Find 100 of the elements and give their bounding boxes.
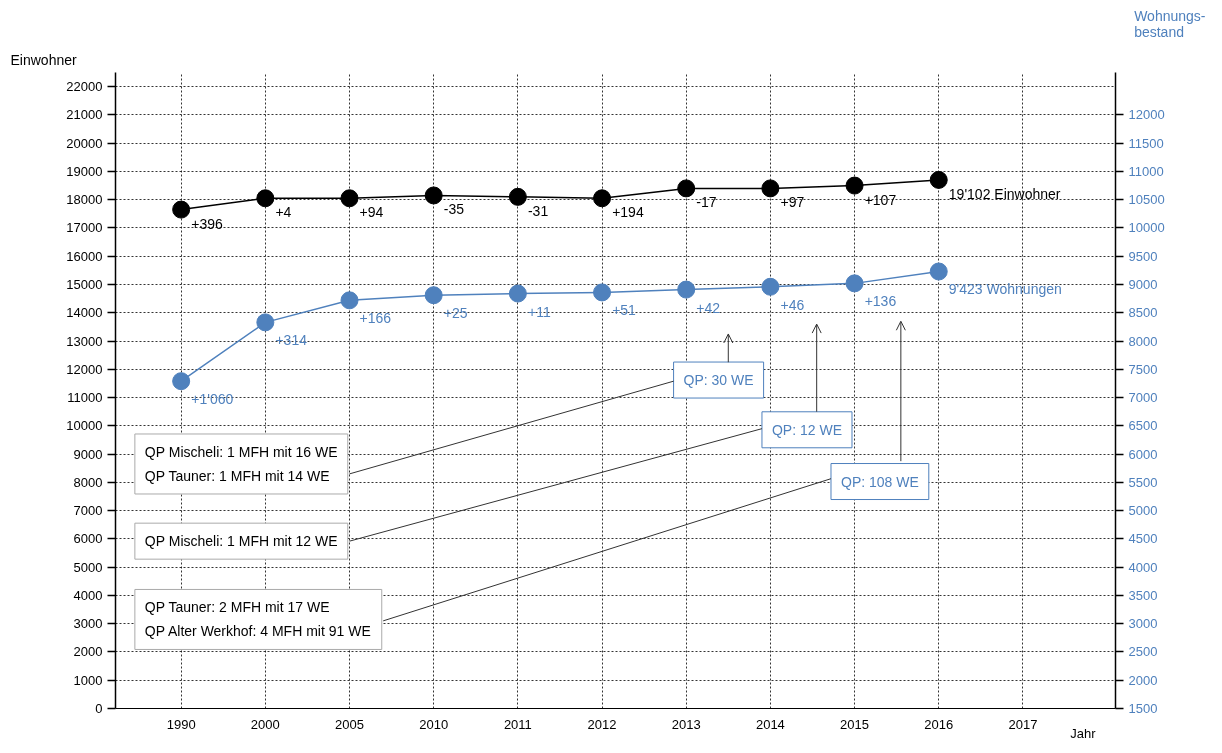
point: [845, 176, 864, 195]
y2-tick-label: 5500: [1128, 474, 1158, 490]
y2-tick-label: 8500: [1128, 305, 1158, 321]
y-tick-label: 6000: [73, 531, 103, 547]
y-tick-label: 0: [95, 701, 103, 716]
y-tick-label: 22000: [66, 79, 103, 95]
y2-tick-label: 11500: [1128, 135, 1164, 151]
y-tick-label: 20000: [66, 135, 103, 151]
y-tick-label: 17000: [66, 220, 103, 236]
x-tick-label: 2011: [503, 716, 532, 732]
point: [172, 372, 191, 391]
x-tick-label: 2012: [587, 716, 617, 732]
x-tick-label: 2000: [250, 716, 280, 732]
point: [593, 189, 612, 208]
y-tick-label: 13000: [66, 333, 103, 349]
annotation: +46: [780, 296, 805, 313]
y-tick-label: 10000: [66, 418, 103, 434]
y-tick-label: 8000: [73, 474, 103, 490]
y2-tick-label: 9500: [1128, 248, 1158, 264]
point: [929, 262, 948, 281]
y-tick-label: 4000: [73, 587, 103, 603]
point: [761, 179, 780, 198]
y2-tick-label: 8000: [1128, 333, 1158, 349]
y-tick-label: 7000: [73, 503, 103, 519]
annotation: +94: [359, 204, 384, 221]
point: [340, 189, 359, 208]
y-tick-label: 14000: [66, 305, 103, 321]
y-tick-label: 2000: [73, 644, 103, 660]
x-tick-label: 1990: [166, 716, 196, 732]
annotation: QP Mischeli: 1 MFH mit 12 WE: [144, 533, 338, 550]
y2-tick-label: 2500: [1128, 644, 1158, 660]
y2-tick-label: 1500: [1128, 701, 1158, 716]
point: [424, 286, 443, 305]
annotation: -35: [443, 201, 465, 218]
x-tick-label: 2014: [755, 716, 785, 732]
annotation: +136: [864, 293, 897, 310]
y2-tick-label: 10000: [1128, 220, 1165, 236]
annotation: -17: [696, 194, 717, 211]
point: [256, 189, 275, 208]
annotation: 19'102 Einwohner: [948, 185, 1061, 202]
annotation: QP Mischeli: 1 MFH mit 16 WE QP Tauner: 1 MFH mit 14 WE: [144, 443, 338, 484]
y-tick-label: 18000: [66, 192, 103, 208]
point: [677, 179, 696, 198]
y2-tick-label: 5000: [1128, 503, 1158, 519]
y2-tick-label: 11000: [1128, 163, 1164, 179]
x-tick-label: 2015: [840, 716, 870, 732]
y-tick-label: 21000: [66, 107, 103, 123]
annotation: QP Tauner: 2 MFH mit 17 WE QP Alter Werkhof: 4 MFH mit 91 WE: [144, 599, 371, 640]
y2-tick-label: 9000: [1128, 277, 1158, 292]
annotation: QP: 12 WE: [771, 421, 842, 438]
y2-tick-label: 2000: [1128, 672, 1158, 688]
annotation: +166: [359, 310, 392, 327]
point: [593, 283, 612, 302]
point: [340, 291, 359, 310]
annotation: +396: [191, 215, 224, 232]
x-tick-label: 2005: [335, 716, 364, 732]
annotation: +42: [696, 299, 721, 316]
x-tick-label: 2016: [924, 716, 954, 732]
annotation: +107: [864, 191, 897, 208]
y2-tick-label: 3500: [1128, 587, 1158, 603]
y-tick-label: 1000: [73, 672, 103, 688]
y-tick-label: 3000: [73, 616, 103, 632]
y-tick-label: 19000: [66, 163, 103, 179]
point: [172, 200, 191, 219]
annotation: +4: [275, 204, 292, 221]
point: [508, 284, 527, 303]
x-tick-label: 2010: [419, 716, 449, 732]
point: [845, 274, 864, 293]
annotation: +194: [612, 204, 644, 221]
y-tick-label: 5000: [73, 559, 103, 575]
y2-tick-label: 4500: [1128, 531, 1158, 547]
point: [424, 186, 443, 205]
point: [508, 187, 527, 206]
y-tick-label: 16000: [66, 248, 103, 264]
y2-tick-label: 7000: [1128, 390, 1158, 406]
y-tick-label: 11000: [67, 390, 103, 406]
x-tick-label: 2013: [671, 716, 701, 732]
y2-tick-label: 7500: [1128, 361, 1158, 377]
y2-tick-label: 4000: [1128, 559, 1158, 575]
y-tick-label: 15000: [66, 277, 103, 292]
y-tick-label: 9000: [73, 446, 103, 462]
annotation: -31: [527, 202, 549, 219]
y2-tick-label: 12000: [1128, 107, 1165, 123]
point: [677, 280, 696, 299]
y-tick-label: 12000: [66, 361, 103, 377]
x-axis-title: Jahr: [1070, 725, 1097, 741]
annotation: QP: 30 WE: [683, 372, 754, 389]
x-tick-label: 2017: [1008, 716, 1038, 732]
annotation: +97: [780, 194, 805, 211]
point: [761, 277, 780, 296]
y2-tick-label: 6500: [1128, 418, 1158, 434]
annotation: QP: 108 WE: [840, 473, 919, 490]
y2-axis-title: Wohnungs- bestand: [1134, 7, 1206, 40]
annotation: 9'423 Wohnungen: [948, 281, 1062, 298]
point: [929, 170, 948, 189]
y-axis-title: Einwohner: [10, 51, 77, 68]
y2-tick-label: 3000: [1128, 616, 1158, 632]
y2-tick-label: 10500: [1128, 192, 1165, 208]
point: [256, 313, 275, 332]
y2-tick-label: 6000: [1128, 446, 1158, 462]
